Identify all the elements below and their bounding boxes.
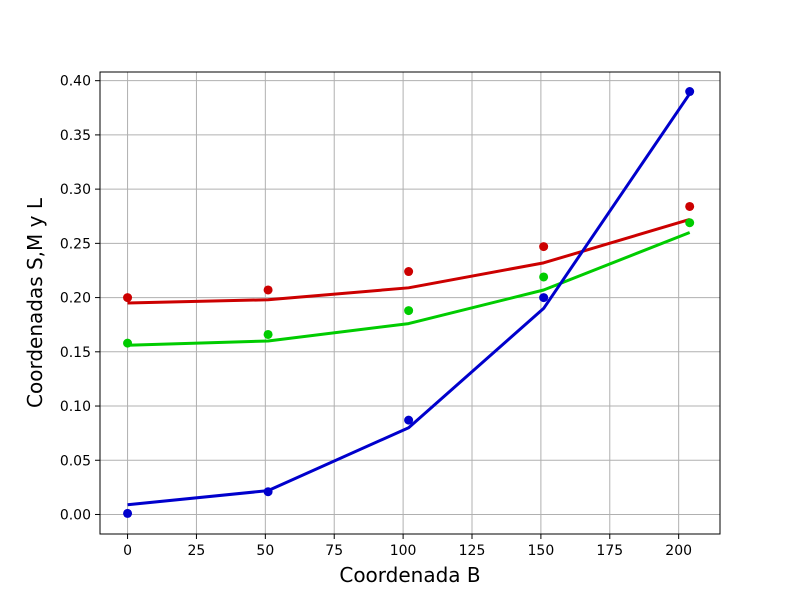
x-tick-label: 75 (325, 543, 343, 559)
x-tick-label: 150 (528, 543, 555, 559)
data-point (123, 508, 133, 518)
x-axis-label: Coordenada B (339, 563, 480, 587)
data-point (263, 329, 273, 339)
x-tick-label: 25 (188, 543, 206, 559)
y-tick-label: 0.10 (60, 399, 91, 415)
x-tick-label: 125 (459, 543, 486, 559)
plot-area-frame (99, 71, 721, 535)
fit-line (127, 218, 691, 305)
data-point (539, 272, 549, 282)
data-point (123, 293, 133, 303)
fit-line (127, 231, 691, 347)
data-point (539, 242, 549, 252)
series-2 (123, 218, 695, 348)
data-point (685, 87, 695, 97)
y-tick-label: 0.15 (60, 345, 91, 361)
y-tick-label: 0.35 (60, 128, 91, 144)
data-point (685, 201, 695, 211)
data-point (404, 267, 414, 277)
y-tick-label: 0.30 (60, 182, 91, 198)
x-tick-label: 100 (390, 543, 417, 559)
fit-line (127, 92, 691, 507)
data-point (263, 285, 273, 295)
series-1 (123, 201, 695, 305)
data-point (539, 293, 549, 303)
data-point (404, 415, 414, 425)
x-tick-label: 0 (123, 543, 132, 559)
series-3 (123, 87, 695, 518)
y-tick-label: 0.00 (60, 507, 91, 523)
y-tick-label: 0.40 (60, 74, 91, 90)
y-tick-label: 0.25 (60, 236, 91, 252)
grid (100, 72, 720, 534)
data-point (404, 306, 414, 316)
x-tick-label: 200 (665, 543, 692, 559)
data-point (685, 218, 695, 228)
y-axis-label: Coordenadas S,M y L (23, 197, 47, 408)
x-tick-label: 175 (596, 543, 623, 559)
ticks: 0 25 50 75 100 125 150 175 200 0.00 0.05 0.10 0.15 0.… (60, 74, 692, 559)
x-tick-label: 50 (256, 543, 274, 559)
y-tick-label: 0.05 (60, 453, 91, 469)
series-layer (123, 87, 695, 518)
y-tick-label: 0.20 (60, 291, 91, 307)
